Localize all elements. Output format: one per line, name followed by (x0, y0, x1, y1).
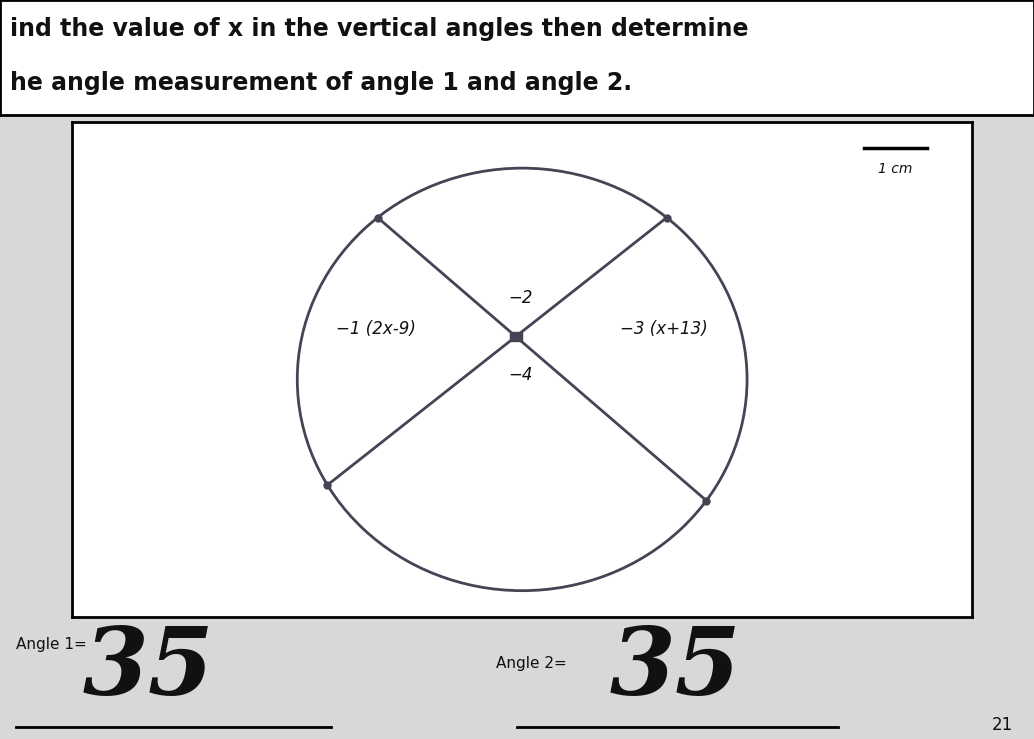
Bar (510, 333, 522, 341)
Text: Angle 2=: Angle 2= (496, 656, 567, 671)
Text: Angle 1=: Angle 1= (16, 636, 86, 652)
Text: −4: −4 (508, 367, 533, 384)
Text: −2: −2 (508, 289, 533, 307)
Text: −3 (x+13): −3 (x+13) (620, 319, 708, 338)
Text: ind the value of x in the vertical angles then determine: ind the value of x in the vertical angle… (10, 17, 749, 41)
Text: 35: 35 (610, 624, 741, 715)
Text: −1 (2x-9): −1 (2x-9) (336, 319, 417, 338)
Text: 1 cm: 1 cm (878, 162, 913, 176)
Text: he angle measurement of angle 1 and angle 2.: he angle measurement of angle 1 and angl… (10, 71, 633, 95)
Text: 35: 35 (83, 624, 214, 715)
Text: 21: 21 (992, 716, 1013, 734)
